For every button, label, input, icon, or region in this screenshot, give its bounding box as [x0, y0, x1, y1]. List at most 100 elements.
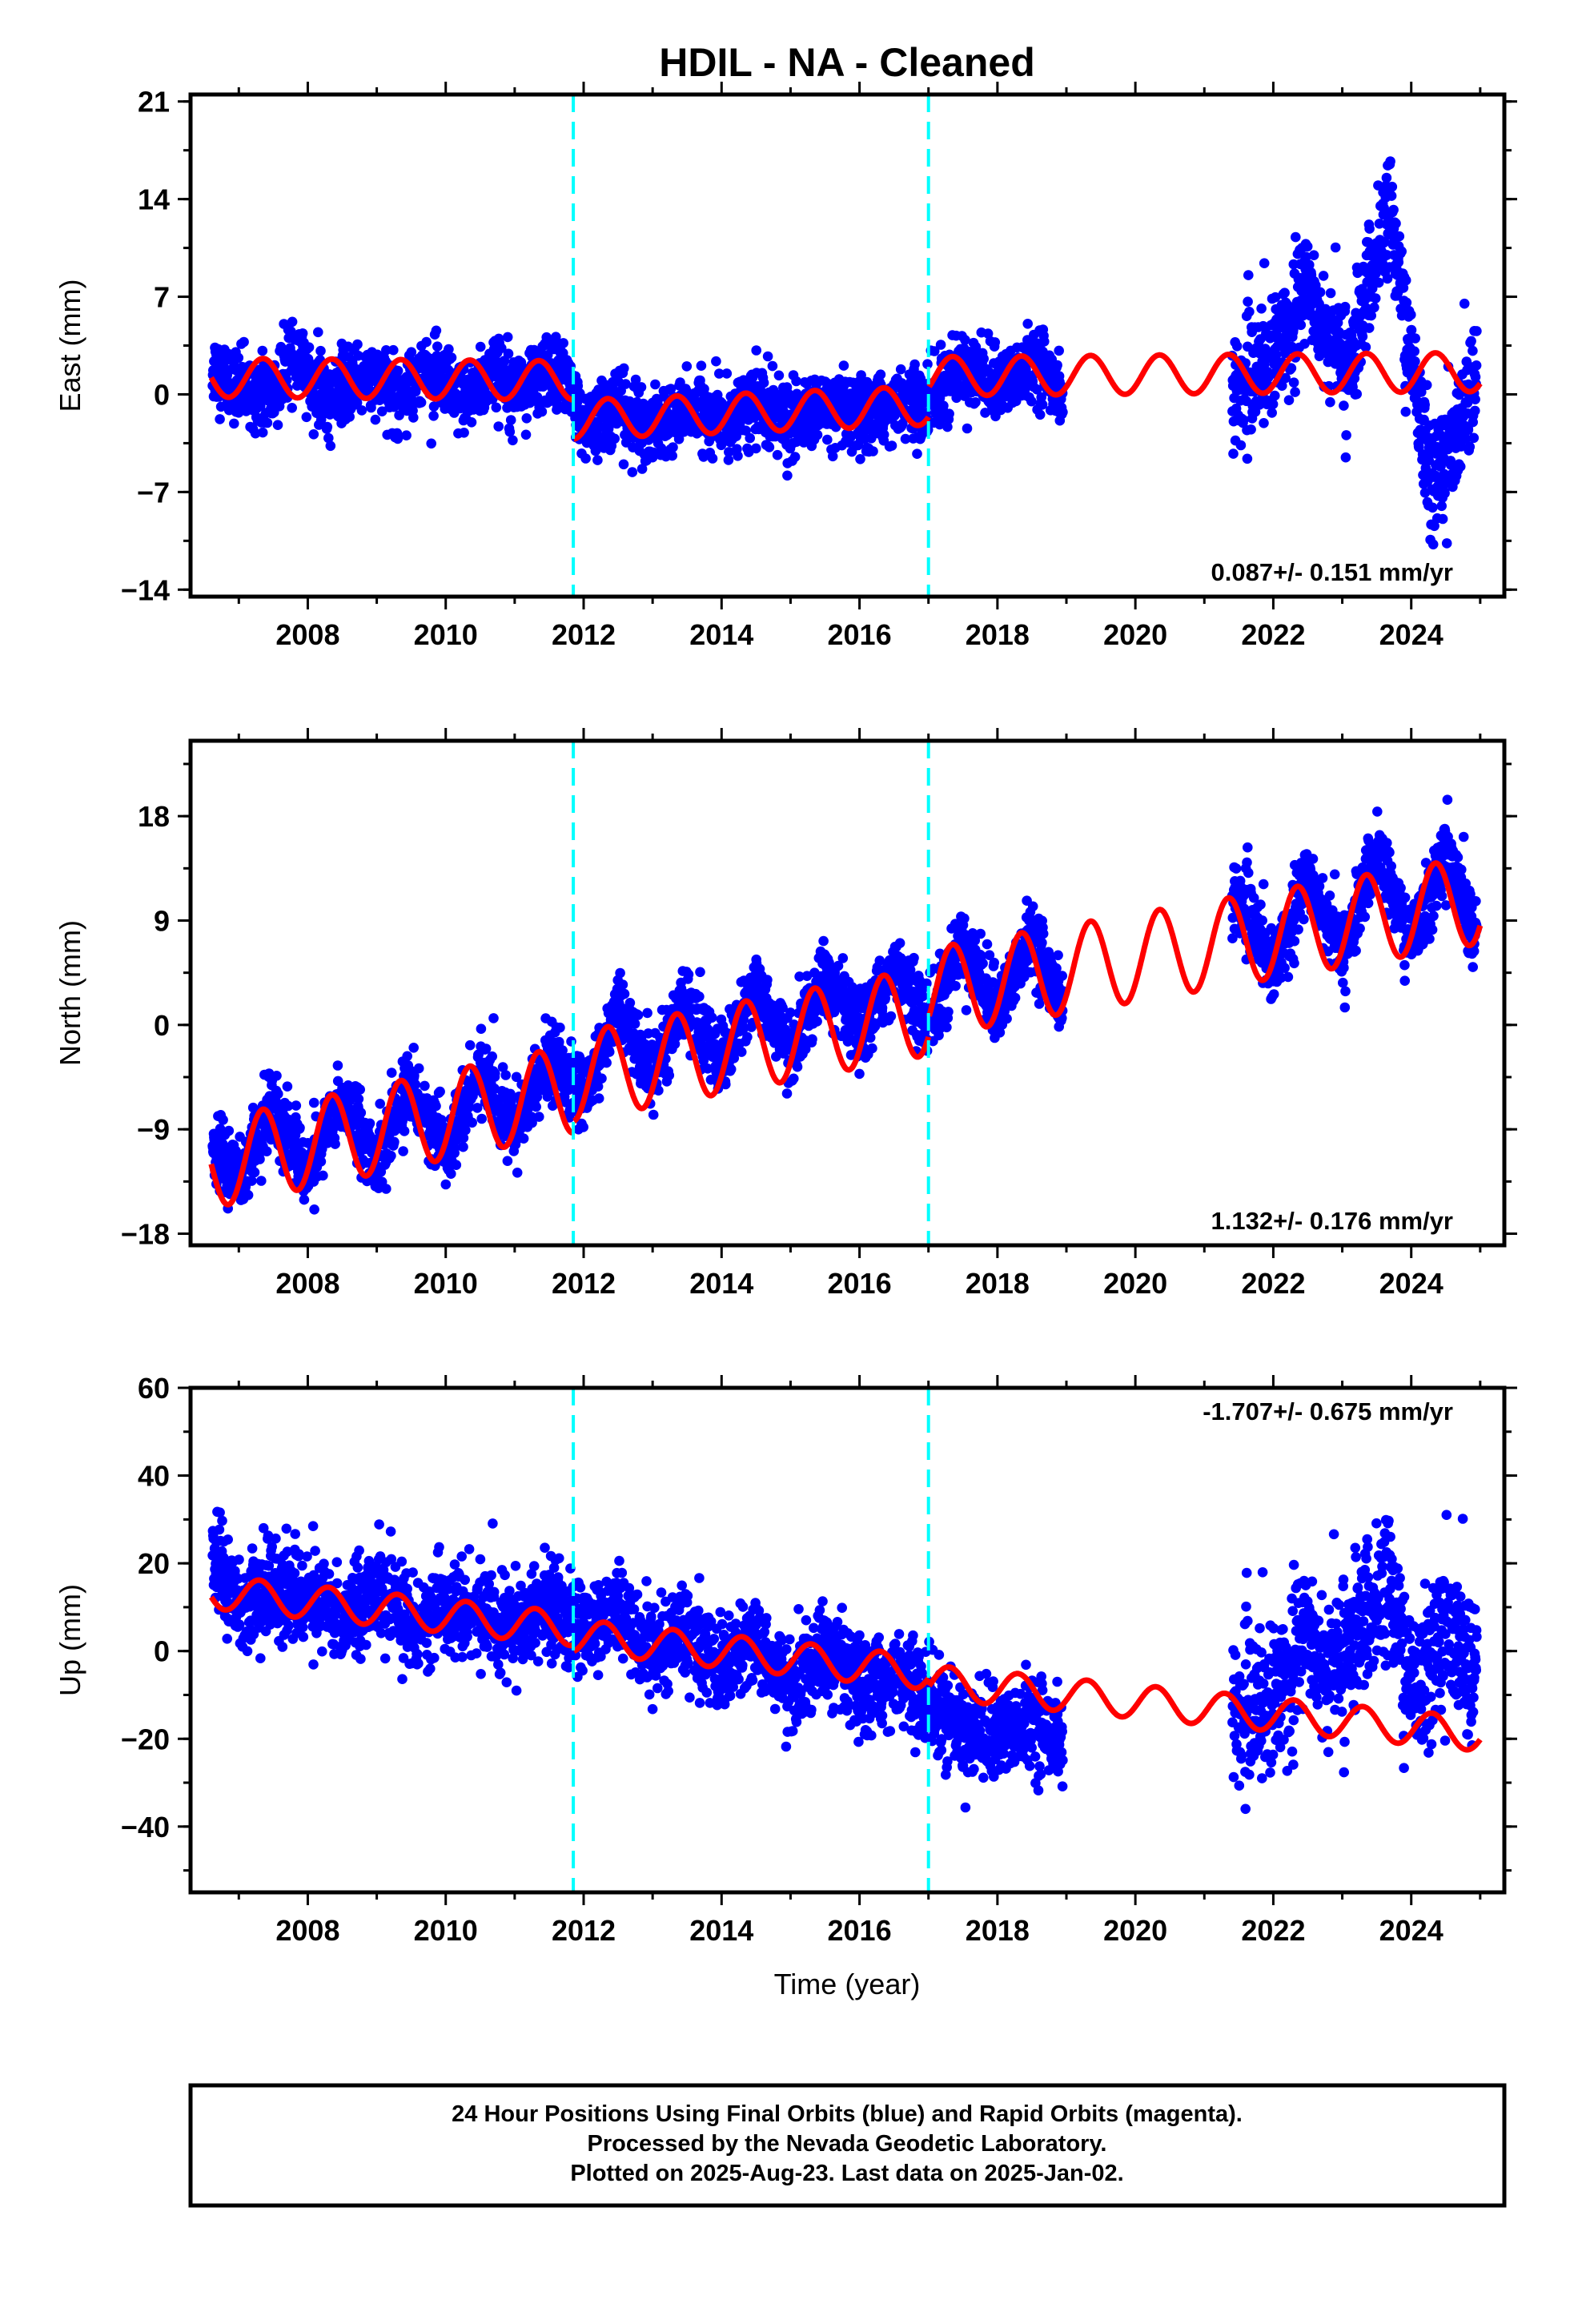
data-point — [619, 363, 629, 374]
data-point — [980, 408, 990, 418]
data-point — [1259, 418, 1269, 428]
data-point — [554, 1036, 564, 1047]
x-tick-label: 2008 — [275, 618, 339, 651]
data-point — [875, 369, 886, 380]
data-point — [736, 1047, 747, 1057]
data-point — [694, 991, 705, 1002]
data-point — [1325, 396, 1335, 408]
data-point — [673, 434, 685, 444]
data-point — [1052, 360, 1062, 371]
data-point — [624, 998, 636, 1008]
data-point — [218, 1115, 228, 1125]
data-point — [303, 342, 315, 353]
data-point — [431, 325, 442, 336]
data-point — [255, 400, 266, 412]
x-tick-label: 2012 — [552, 618, 616, 651]
data-point — [618, 459, 629, 470]
data-point — [1400, 406, 1411, 417]
data-point — [399, 1126, 410, 1136]
data-point — [318, 1170, 328, 1181]
data-point — [389, 1136, 400, 1148]
data-point — [707, 453, 718, 464]
data-point — [683, 969, 694, 980]
data-point — [1463, 424, 1474, 436]
data-point — [500, 1070, 511, 1080]
data-point — [1364, 223, 1375, 234]
data-point — [1472, 326, 1482, 336]
data-point — [1437, 513, 1448, 525]
x-tick-label: 2024 — [1379, 618, 1443, 651]
data-point — [323, 432, 334, 444]
data-point — [521, 413, 532, 424]
data-point — [1379, 237, 1390, 247]
data-point — [472, 1103, 483, 1113]
data-point — [1382, 273, 1393, 284]
y-tick-label: 7 — [154, 281, 170, 314]
data-point — [962, 423, 973, 434]
data-point — [558, 338, 568, 348]
data-point — [1406, 309, 1416, 320]
data-point — [1283, 395, 1295, 406]
rate-annotation: 0.087+/- 0.151 mm/yr — [1211, 558, 1453, 586]
data-point — [1270, 292, 1281, 303]
data-point — [1339, 301, 1351, 312]
data-point — [1406, 324, 1417, 336]
data-point — [629, 1019, 640, 1029]
data-point — [1330, 242, 1341, 253]
data-point — [1231, 341, 1243, 352]
data-point — [375, 1099, 386, 1109]
data-point — [408, 1043, 419, 1053]
data-point — [909, 359, 920, 370]
data-point — [496, 343, 507, 354]
data-point — [1360, 342, 1371, 352]
data-point — [392, 365, 404, 376]
data-point — [392, 433, 404, 444]
data-point — [1308, 250, 1319, 261]
data-point — [751, 443, 761, 454]
data-point — [1291, 231, 1301, 243]
data-point — [922, 359, 933, 370]
data-point — [536, 406, 548, 417]
data-point — [1391, 218, 1401, 229]
data-point — [1271, 349, 1282, 360]
data-point — [1436, 501, 1447, 512]
data-point — [401, 430, 412, 440]
data-point — [1267, 408, 1277, 418]
data-point — [1470, 394, 1480, 405]
data-point — [1286, 363, 1297, 374]
data-point — [520, 429, 532, 440]
data-point — [1351, 388, 1362, 400]
data-point — [408, 412, 419, 423]
data-point — [215, 414, 225, 424]
data-point — [1381, 172, 1392, 183]
data-point — [518, 1133, 529, 1144]
data-point — [751, 345, 761, 356]
data-point — [1386, 191, 1397, 201]
data-point — [287, 316, 298, 328]
data-point — [282, 1081, 293, 1092]
data-point — [504, 426, 516, 437]
model-line — [208, 350, 1483, 442]
x-tick-label: 2022 — [1241, 618, 1305, 651]
data-point — [1459, 298, 1470, 309]
data-point — [1400, 275, 1411, 286]
data-point — [458, 1141, 468, 1152]
data-point — [1295, 320, 1307, 331]
data-point — [960, 335, 970, 345]
data-point — [1238, 415, 1249, 425]
data-point — [299, 1194, 310, 1205]
data-point — [1235, 440, 1247, 451]
data-point — [729, 1053, 740, 1063]
data-point — [330, 1139, 340, 1149]
data-point — [476, 1023, 487, 1034]
data-point — [1385, 156, 1395, 167]
data-point — [1427, 539, 1439, 550]
data-point — [1439, 488, 1450, 499]
data-point — [355, 1084, 366, 1095]
chart-title: HDIL - NA - Cleaned — [659, 40, 1034, 85]
data-point — [308, 429, 319, 440]
data-point — [758, 377, 769, 388]
data-point — [648, 1109, 659, 1120]
data-point — [650, 379, 661, 390]
data-point — [1277, 380, 1287, 392]
